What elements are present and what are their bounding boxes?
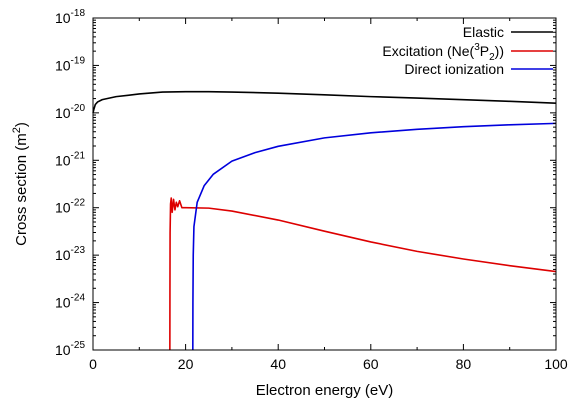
legend-excitation-sub: 2 xyxy=(489,52,495,63)
legend-excitation-end: )) xyxy=(495,43,504,59)
y-tick-label: 10-20 xyxy=(55,103,85,121)
y-tick-label: 10-19 xyxy=(55,55,85,73)
y-tick-label: 10-18 xyxy=(55,8,85,26)
y-tick-label: 10-24 xyxy=(55,293,85,311)
series-line-excitation xyxy=(169,197,557,351)
series-line-elastic xyxy=(92,90,557,114)
legend-excitation-mid: P xyxy=(480,43,489,59)
legend-label-ionization: Direct ionization xyxy=(404,61,504,77)
legend: Elastic Excitation (Ne(3P2)) Direct ioni… xyxy=(382,24,553,77)
x-tick-label: 0 xyxy=(89,356,97,372)
x-tick-label: 60 xyxy=(363,356,379,372)
legend-label-excitation: Excitation (Ne(3P2)) xyxy=(382,42,504,63)
y-tick-label: 10-25 xyxy=(55,340,85,358)
x-tick-label: 80 xyxy=(456,356,472,372)
x-axis-title: Electron energy (eV) xyxy=(256,382,394,399)
x-tick-label: 40 xyxy=(270,356,286,372)
y-tick-label: 10-21 xyxy=(55,150,85,168)
legend-excitation-text: Excitation (Ne( xyxy=(382,43,474,59)
x-tick-label: 20 xyxy=(178,356,194,372)
y-axis-title-end: ) xyxy=(13,122,30,127)
y-tick-label: 10-22 xyxy=(55,198,85,216)
legend-label-elastic: Elastic xyxy=(463,24,504,40)
y-axis-title-sup: 2 xyxy=(11,127,23,133)
y-axis-title: Cross section (m2) xyxy=(11,122,30,246)
y-axis-title-text: Cross section (m xyxy=(13,133,30,246)
series-line-ionization xyxy=(192,122,557,351)
x-tick-label: 100 xyxy=(544,356,568,372)
y-tick-label: 10-23 xyxy=(55,245,85,263)
legend-excitation-sup: 3 xyxy=(474,42,480,53)
